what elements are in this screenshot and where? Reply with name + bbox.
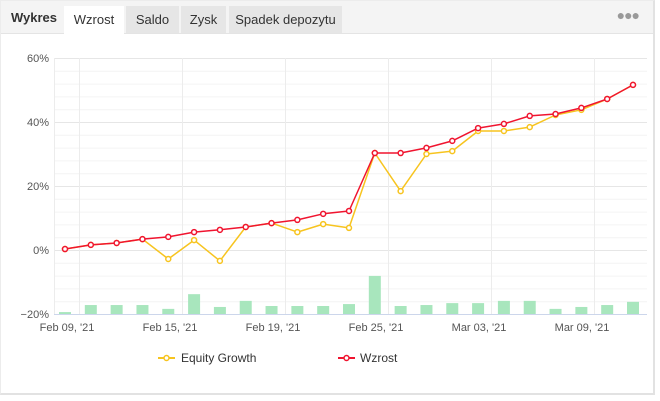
data-point[interactable] <box>526 123 533 131</box>
x-axis: Feb 09, '21 Feb 15, '21 Feb 19, '21 Feb 25,… <box>40 314 647 334</box>
wzrost-series <box>61 81 637 253</box>
activity-bar <box>497 300 510 314</box>
activity-bars <box>59 275 639 314</box>
activity-bar <box>575 306 588 314</box>
data-point[interactable] <box>449 137 456 145</box>
activity-bar <box>420 305 433 314</box>
data-point[interactable] <box>319 210 327 218</box>
equity-marker-icon <box>163 354 170 362</box>
activity-bar <box>188 294 201 314</box>
activity-bar <box>213 306 226 314</box>
data-point[interactable] <box>371 149 379 157</box>
data-point[interactable] <box>526 112 533 120</box>
data-point[interactable] <box>319 220 327 228</box>
data-point[interactable] <box>165 255 172 263</box>
data-point[interactable] <box>500 120 508 128</box>
data-point[interactable] <box>268 219 275 227</box>
data-point[interactable] <box>423 150 430 158</box>
activity-bar <box>549 308 562 314</box>
wzrost-marker-icon <box>343 354 350 362</box>
x-tick-label: Feb 25, '21 <box>349 322 404 334</box>
data-point[interactable] <box>345 224 353 232</box>
activity-bar <box>523 300 536 314</box>
activity-bar <box>394 306 407 314</box>
data-point[interactable] <box>216 226 224 234</box>
data-point[interactable] <box>61 245 69 253</box>
chart-widget: Wykres Wzrost Saldo Zysk Spadek depozytu… <box>0 0 655 395</box>
data-point[interactable] <box>474 124 482 132</box>
y-tick-label: 60% <box>27 53 49 65</box>
activity-bar <box>59 312 71 314</box>
legend-wzrost-label: Wzrost <box>360 351 398 365</box>
activity-bar <box>601 305 614 314</box>
legend-item-equity[interactable]: Equity Growth <box>158 351 256 365</box>
activity-bar <box>136 305 149 314</box>
data-point[interactable] <box>397 187 404 195</box>
chart-legend: Equity Growth Wzrost <box>158 351 398 365</box>
data-point[interactable] <box>449 147 456 155</box>
widget-title: Wykres <box>11 10 58 25</box>
x-tick-label: Mar 09, '21 <box>555 322 610 334</box>
data-point[interactable] <box>629 81 637 89</box>
x-tick-label: Feb 09, '21 <box>40 322 95 334</box>
activity-bar <box>472 303 485 314</box>
activity-bar <box>84 305 97 314</box>
data-point[interactable] <box>294 216 301 224</box>
activity-bar <box>162 308 175 314</box>
widget-header: Wykres Wzrost Saldo Zysk Spadek depozytu… <box>1 1 653 34</box>
data-point[interactable] <box>190 236 198 244</box>
data-point[interactable] <box>500 127 508 135</box>
y-tick-label: 40% <box>27 117 49 129</box>
x-tick-label: Feb 15, '21 <box>143 322 198 334</box>
data-point[interactable] <box>165 233 172 241</box>
activity-bar <box>343 304 355 314</box>
data-point[interactable] <box>578 104 585 112</box>
x-tick-label: Mar 03, '21 <box>452 322 507 334</box>
data-point[interactable] <box>87 241 95 249</box>
more-dots-icon[interactable]: ●●● <box>616 7 640 23</box>
data-point[interactable] <box>552 110 559 118</box>
y-axis: 60% 40% 20% 0% −20% <box>21 53 50 321</box>
activity-bar <box>239 300 252 314</box>
activity-bar <box>265 306 278 314</box>
data-point[interactable] <box>397 149 404 157</box>
x-tick-label: Feb 19, '21 <box>246 322 301 334</box>
data-point[interactable] <box>190 228 198 236</box>
y-tick-label: 20% <box>27 181 49 193</box>
data-point[interactable] <box>345 207 353 215</box>
data-point[interactable] <box>603 95 611 103</box>
activity-bar <box>317 306 330 314</box>
y-tick-label: −20% <box>21 309 50 321</box>
data-point[interactable] <box>139 235 146 243</box>
tab-wzrost[interactable]: Wzrost <box>64 6 124 34</box>
activity-bar <box>291 306 304 314</box>
activity-bar <box>627 301 639 314</box>
data-point[interactable] <box>113 239 120 247</box>
y-tick-label: 0% <box>33 245 49 257</box>
tab-zysk[interactable]: Zysk <box>181 6 226 33</box>
data-point[interactable] <box>294 228 301 236</box>
tab-spadek-depozytu[interactable]: Spadek depozytu <box>229 6 342 33</box>
tab-saldo[interactable]: Saldo <box>126 6 179 33</box>
data-point[interactable] <box>242 223 249 231</box>
activity-bar <box>446 303 459 314</box>
legend-equity-label: Equity Growth <box>181 351 256 365</box>
activity-bar <box>368 275 381 314</box>
data-point[interactable] <box>423 144 430 152</box>
data-point[interactable] <box>216 257 224 265</box>
legend-item-wzrost[interactable]: Wzrost <box>338 351 398 365</box>
chart-grid <box>54 58 647 315</box>
activity-bar <box>110 305 123 314</box>
